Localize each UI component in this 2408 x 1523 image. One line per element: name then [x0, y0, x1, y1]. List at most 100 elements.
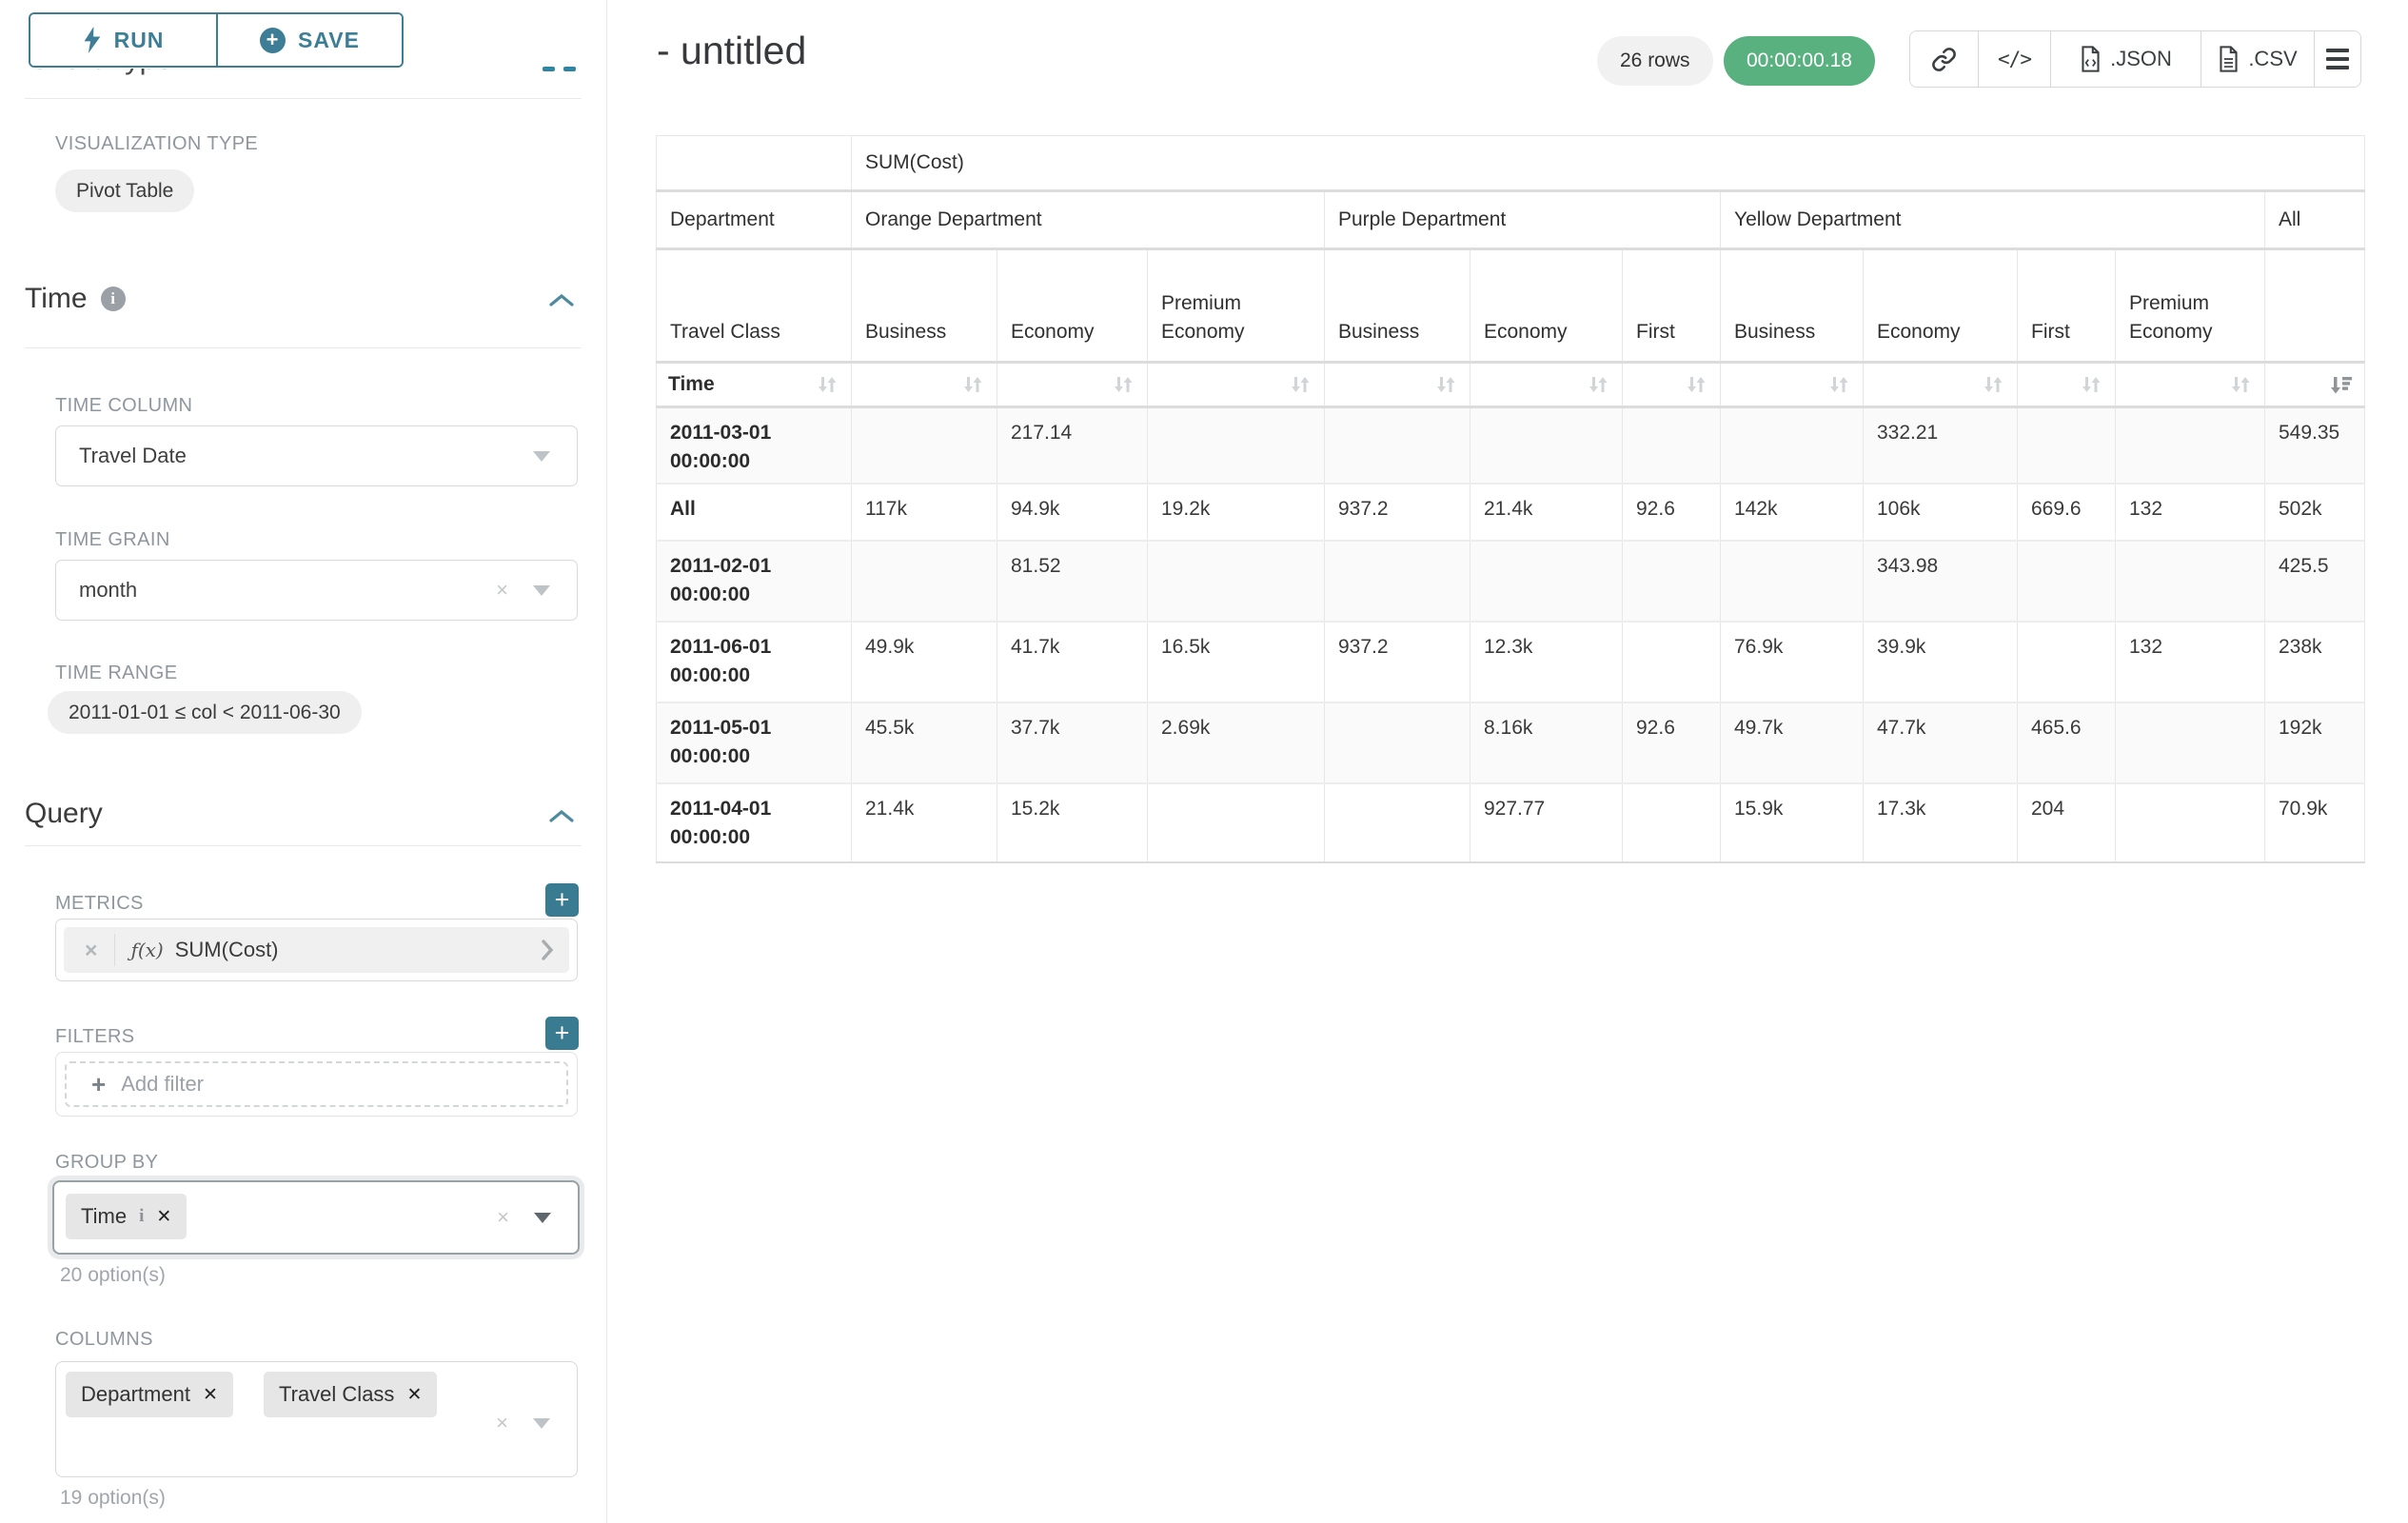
columns-tag[interactable]: Department ✕	[66, 1372, 233, 1417]
remove-tag-icon[interactable]: ✕	[406, 1384, 423, 1405]
run-button-label: RUN	[113, 27, 165, 52]
column-sort-header[interactable]	[997, 362, 1148, 407]
metric-name: SUM(Cost)	[174, 938, 279, 961]
export-json-label: .JSON	[2110, 47, 2172, 70]
sort-icon	[1115, 377, 1133, 392]
pivot-cell: 47.7k	[1863, 702, 2018, 783]
time-range-pill[interactable]: 2011-01-01 ≤ col < 2011-06-30	[48, 691, 362, 734]
add-metric-button[interactable]: +	[545, 883, 579, 917]
pivot-cell: 332.21	[1863, 406, 2018, 484]
collapse-chevron-icon[interactable]	[547, 291, 576, 308]
pivot-row-label: 2011-04-01 00:00:00	[656, 783, 852, 862]
time-grain-select[interactable]: month ×	[55, 560, 578, 621]
pivot-cell: 37.7k	[997, 702, 1148, 783]
column-sort-header[interactable]	[1470, 362, 1623, 407]
pivot-cell: 132	[2115, 622, 2265, 702]
time-column-select[interactable]: Travel Date	[55, 425, 578, 486]
time-grain-label: TIME GRAIN	[55, 529, 170, 550]
pivot-row-label: 2011-05-01 00:00:00	[656, 702, 852, 783]
column-sort-header[interactable]	[2017, 362, 2116, 407]
run-button[interactable]: RUN	[30, 14, 216, 66]
pivot-cell	[2115, 541, 2265, 622]
view-query-button[interactable]: </>	[1978, 31, 2050, 87]
pivot-row: 2011-06-01 00:00:00 49.9k 41.7k 16.5k 937.2 1…	[656, 622, 2366, 702]
sort-icon	[1984, 377, 2003, 392]
department-header: Purple Department	[1324, 190, 1721, 249]
query-timer-badge: 00:00:00.18	[1724, 36, 1875, 86]
export-json-button[interactable]: .JSON	[2050, 31, 2201, 87]
time-column-label: TIME COLUMN	[55, 395, 193, 416]
pivot-cell: 669.6	[2017, 484, 2116, 541]
clear-icon[interactable]: ×	[496, 578, 508, 602]
export-csv-button[interactable]: .CSV	[2201, 31, 2314, 87]
filters-select: + Add filter	[55, 1052, 578, 1117]
pivot-cell: 425.5	[2264, 541, 2366, 622]
row-count-badge: 26 rows	[1597, 36, 1713, 86]
pivot-cell: 12.3k	[1470, 622, 1623, 702]
pivot-cell	[1622, 622, 1721, 702]
remove-tag-icon[interactable]: ✕	[202, 1384, 218, 1405]
pivot-cell: 81.52	[997, 541, 1148, 622]
groupby-select[interactable]: Time i ✕ ×	[52, 1180, 580, 1255]
column-sort-header[interactable]	[1622, 362, 1721, 407]
columns-tag[interactable]: Travel Class ✕	[264, 1372, 438, 1417]
department-header: All	[2264, 190, 2366, 249]
travel-class-header: Business	[1324, 248, 1470, 363]
add-filter-label: Add filter	[121, 1072, 205, 1096]
clear-icon[interactable]: ×	[497, 1205, 509, 1229]
info-icon: i	[139, 1206, 145, 1226]
class-row-label: Travel Class	[656, 248, 852, 363]
department-header: Orange Department	[851, 190, 1325, 249]
pivot-row-label: All	[656, 484, 852, 541]
viz-type-pill[interactable]: Pivot Table	[55, 169, 195, 212]
info-icon: i	[100, 287, 126, 311]
clear-icon[interactable]: ×	[496, 1411, 508, 1434]
groupby-tag[interactable]: Time i ✕	[66, 1194, 188, 1239]
pivot-cell: 92.6	[1622, 702, 1721, 783]
pivot-row: 2011-03-01 00:00:00 217.14 332.21 549.35	[656, 406, 2366, 484]
time-range-label: TIME RANGE	[55, 663, 178, 683]
pivot-cell: 70.9k	[2264, 783, 2366, 862]
csv-file-icon	[2220, 46, 2238, 72]
remove-tag-icon[interactable]: ✕	[156, 1206, 172, 1227]
column-sort-header[interactable]	[851, 362, 997, 407]
pivot-cell: 16.5k	[1147, 622, 1325, 702]
column-sort-header[interactable]	[2115, 362, 2265, 407]
add-filter-dropzone[interactable]: + Add filter	[65, 1061, 568, 1107]
pivot-cell	[1470, 406, 1623, 484]
columns-tag-label: Department	[81, 1382, 190, 1406]
pivot-cell: 142k	[1720, 484, 1864, 541]
metric-pill[interactable]: × ƒ(x) SUM(Cost)	[64, 927, 569, 973]
sort-icon	[1292, 377, 1310, 392]
lightning-icon	[84, 27, 100, 53]
share-link-button[interactable]	[1910, 31, 1978, 87]
collapse-chevron-icon[interactable]	[547, 807, 576, 824]
divider	[25, 845, 582, 846]
sort-icon	[2082, 377, 2101, 392]
column-sort-header[interactable]	[1324, 362, 1470, 407]
groupby-tag-label: Time	[81, 1204, 128, 1228]
column-sort-header[interactable]	[1863, 362, 2018, 407]
time-grain-value: month	[79, 578, 138, 602]
sort-icon	[819, 377, 837, 392]
pivot-cell: 45.5k	[851, 702, 997, 783]
pivot-cell: 217.14	[997, 406, 1148, 484]
column-sort-header[interactable]	[1147, 362, 1325, 407]
pivot-row: All 117k 94.9k 19.2k 937.2 21.4k 92.6 142k 106k 6…	[656, 484, 2366, 541]
save-button[interactable]: + SAVE	[216, 14, 402, 66]
function-icon: ƒ(x)	[130, 939, 164, 961]
pivot-cell	[2115, 406, 2265, 484]
more-menu-button[interactable]	[2314, 31, 2360, 87]
pivot-row-label: 2011-02-01 00:00:00	[656, 541, 852, 622]
time-sort-header[interactable]: Time	[656, 362, 852, 407]
column-sort-header[interactable]	[1720, 362, 1864, 407]
pivot-cell	[1622, 406, 1721, 484]
clipped-icon	[543, 67, 555, 71]
pivot-cell: 204	[2017, 783, 2116, 862]
remove-metric-icon[interactable]: ×	[85, 937, 98, 962]
chevron-right-icon	[542, 940, 554, 960]
columns-select[interactable]: Department ✕ Travel Class ✕ ×	[55, 1361, 578, 1477]
chart-title[interactable]: - untitled	[657, 29, 807, 72]
add-filter-button[interactable]: +	[545, 1017, 579, 1050]
column-sort-header[interactable]	[2264, 362, 2366, 407]
